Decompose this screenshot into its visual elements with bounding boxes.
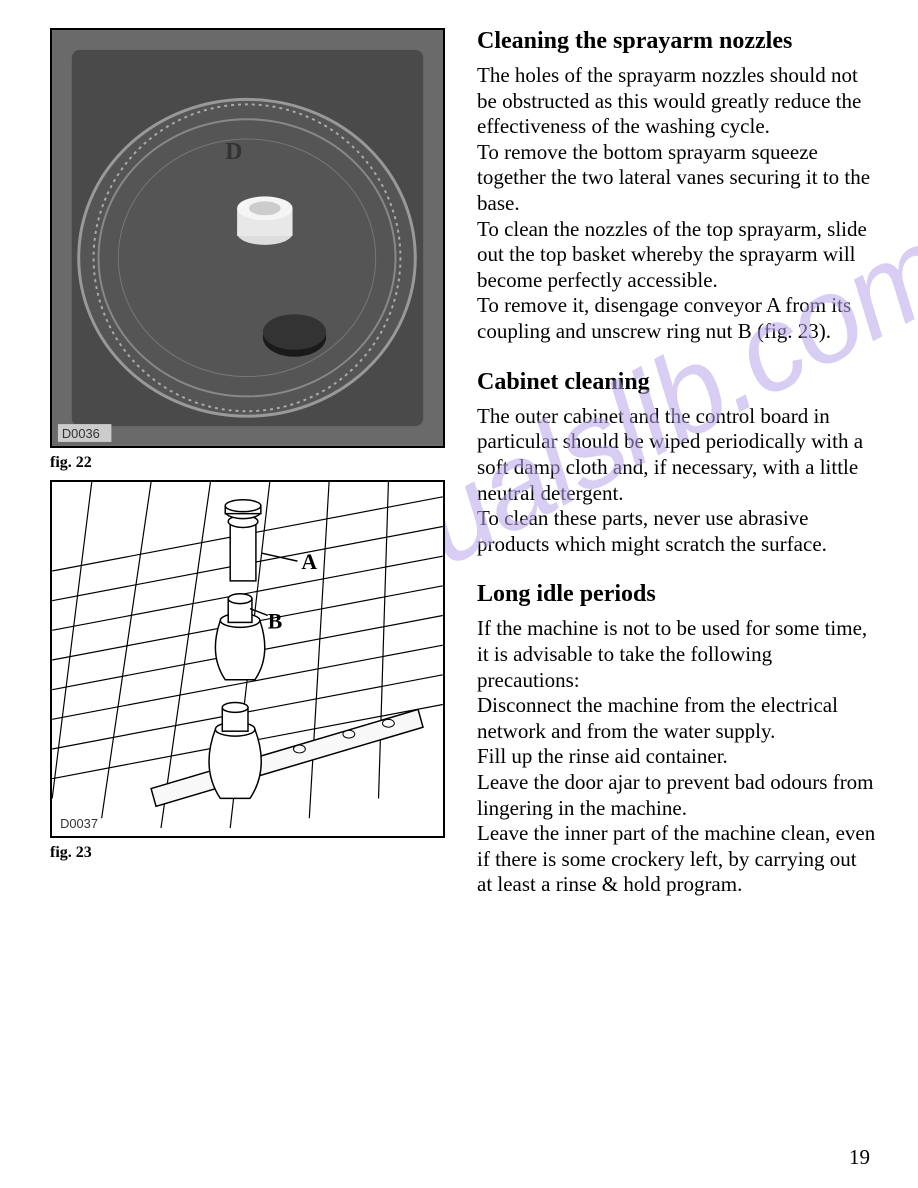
- body-sprayarm: The holes of the sprayarm nozzles should…: [477, 63, 876, 345]
- heading-sprayarm: Cleaning the sprayarm nozzles: [477, 28, 876, 55]
- body-cabinet: The outer cabinet and the control board …: [477, 404, 876, 558]
- right-column: Cleaning the sprayarm nozzles The holes …: [477, 28, 876, 1168]
- figure-23-illustration: A B D0037: [52, 482, 443, 836]
- page-number: 19: [849, 1145, 870, 1170]
- body-idle: If the machine is not to be used for som…: [477, 616, 876, 898]
- figure-23-label-b: B: [268, 609, 283, 633]
- figure-23: A B D0037: [50, 480, 445, 838]
- left-column: D D0036 fig. 22: [50, 28, 445, 1168]
- figure-23-code: D0037: [60, 816, 98, 831]
- figure-22-illustration: D D0036: [52, 30, 443, 446]
- figure-22-code: D0036: [62, 426, 100, 441]
- heading-cabinet: Cabinet cleaning: [477, 369, 876, 396]
- figure-23-label-a: A: [301, 550, 317, 574]
- page-layout: D D0036 fig. 22: [50, 28, 876, 1168]
- figure-22-caption: fig. 22: [50, 454, 445, 472]
- figure-22: D D0036: [50, 28, 445, 448]
- heading-idle: Long idle periods: [477, 581, 876, 608]
- figure-22-label-d: D: [225, 139, 242, 165]
- figure-23-caption: fig. 23: [50, 844, 445, 862]
